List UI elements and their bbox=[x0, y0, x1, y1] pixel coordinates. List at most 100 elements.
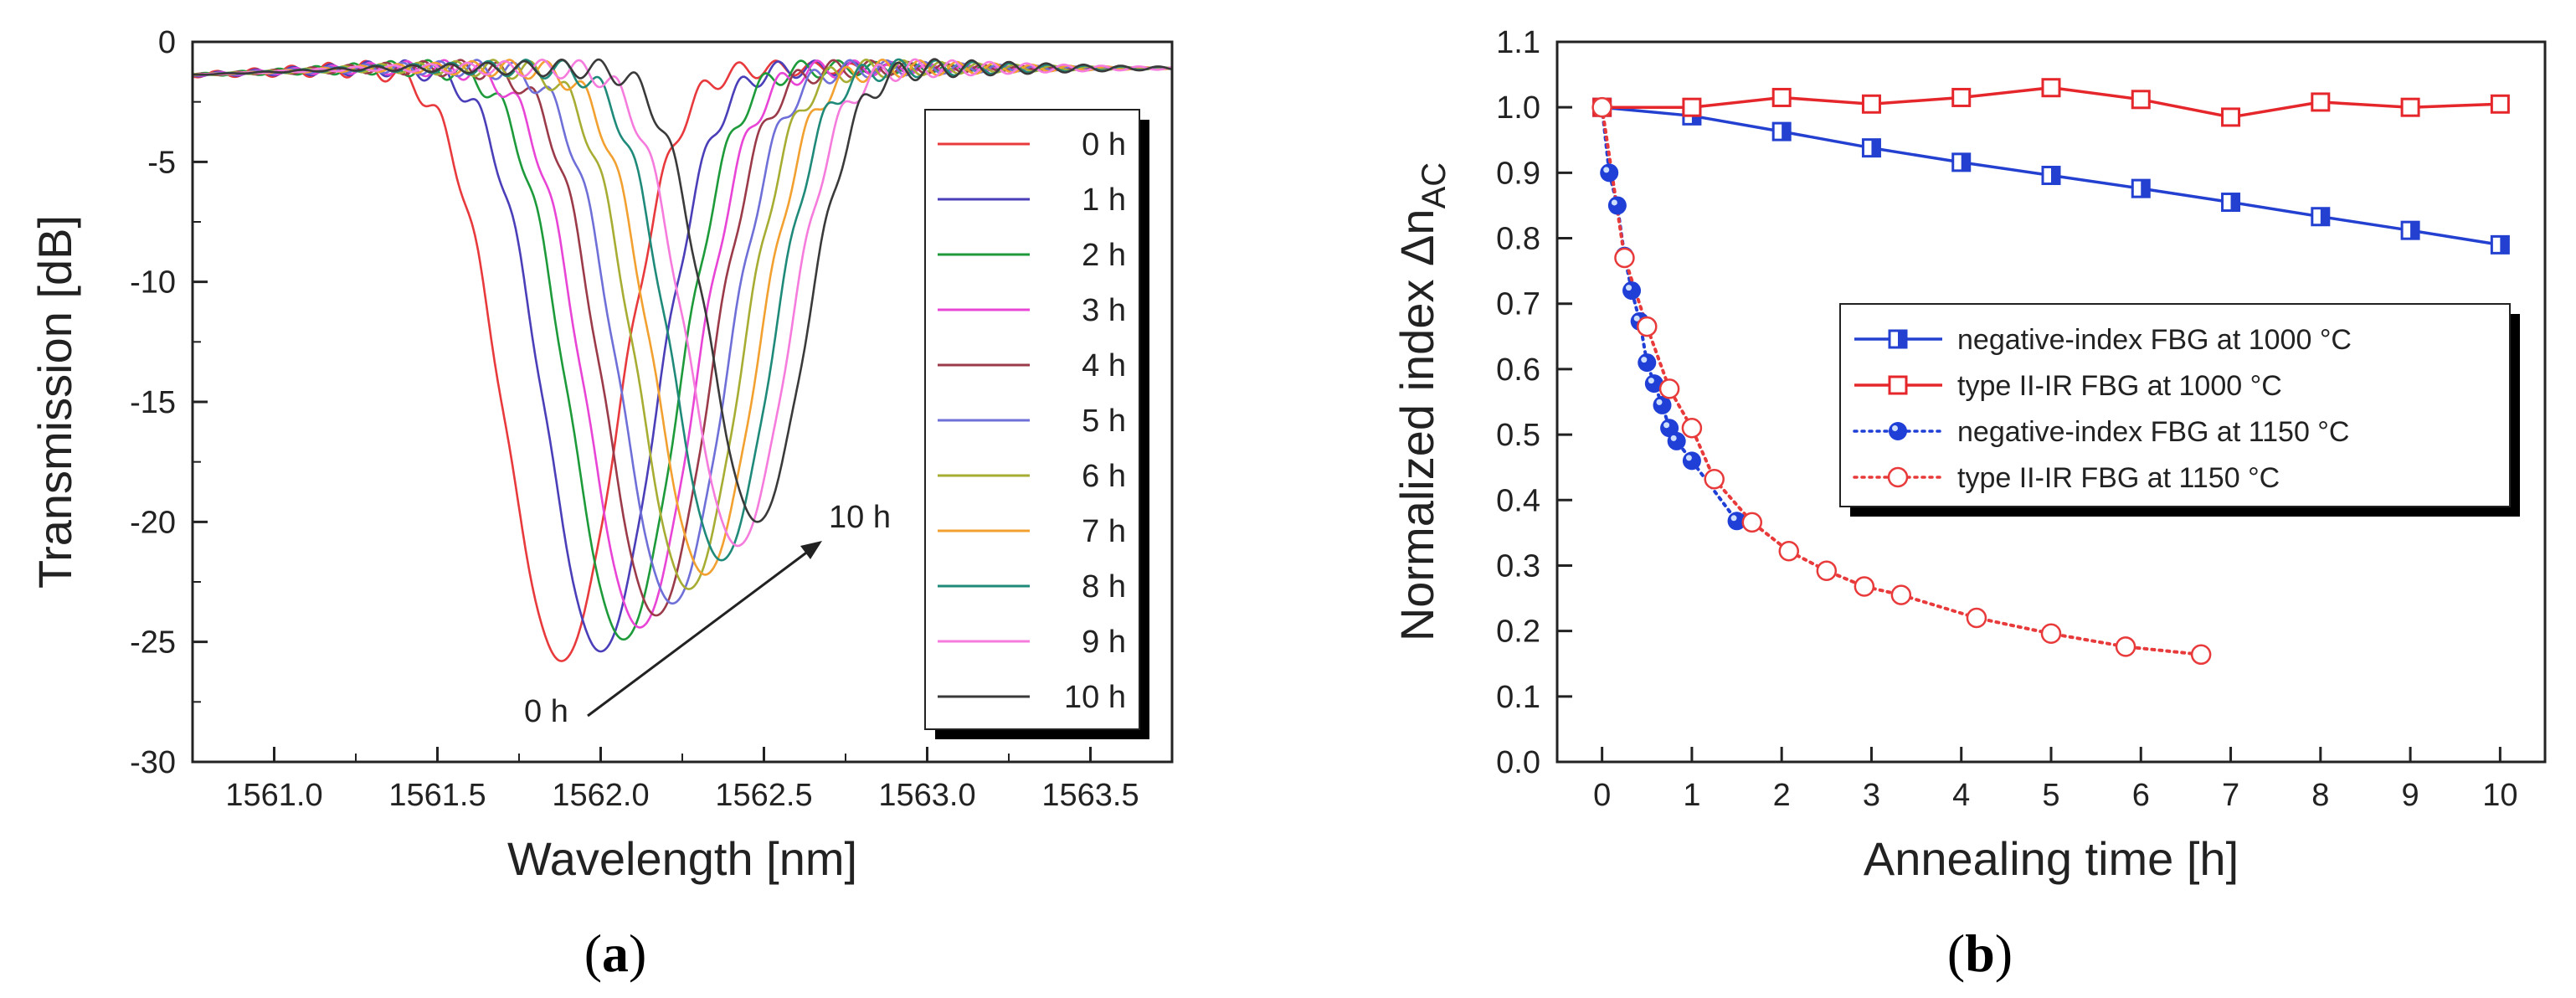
chart-a-shift-arrow-head bbox=[800, 541, 822, 559]
chart-b-y-tick-label: 0.6 bbox=[1496, 352, 1540, 388]
chart-b-point bbox=[1854, 576, 1875, 597]
chart-b-legend-label: negative-index FBG at 1000 °C bbox=[1957, 324, 2352, 356]
chart-a-x-tick-label: 1562.5 bbox=[715, 778, 812, 813]
chart-b-series-line-2 bbox=[1600, 105, 1739, 523]
chart-a-curves bbox=[193, 58, 1172, 662]
chart-a-y-tick-label: -20 bbox=[130, 505, 176, 540]
chart-b-point-highlight bbox=[1730, 515, 1737, 522]
chart-a-y-axis-title: Transmission [dB] bbox=[28, 215, 81, 589]
chart-b-point bbox=[1600, 163, 1619, 183]
chart-b-curves bbox=[1591, 78, 2510, 666]
chart-a-legend: 0 h 1 h 2 h 3 h 4 h 5 h 6 h 7 h 8 h 9 h 10 h bbox=[924, 109, 1149, 739]
chart-b-point bbox=[1816, 560, 1838, 581]
chart-b-point-highlight bbox=[1648, 378, 1654, 384]
chart-b-x-tick-label: 4 bbox=[1952, 778, 1970, 813]
chart-b-point bbox=[2221, 107, 2241, 127]
chart-a-series-5h bbox=[193, 59, 1172, 605]
chart-b-point bbox=[2311, 92, 2331, 112]
chart-b-point bbox=[1889, 422, 1907, 440]
chart-a-legend-label: 1 h bbox=[1082, 183, 1126, 218]
chart-a-series-10h bbox=[193, 58, 1172, 523]
chart-b-x-tick-label: 0 bbox=[1593, 778, 1611, 813]
chart-b-x-tick-label: 2 bbox=[1773, 778, 1791, 813]
chart-a-annotation-0h: 0 h bbox=[524, 694, 568, 729]
chart-b-point-fill bbox=[2410, 222, 2419, 239]
chart-b-point bbox=[1681, 418, 1703, 439]
chart-b-point bbox=[1890, 584, 1912, 605]
chart-b-point bbox=[1637, 316, 1658, 337]
chart-b-point bbox=[2400, 97, 2420, 117]
chart-a-legend-label: 9 h bbox=[1082, 625, 1126, 660]
chart-b-x-tick-label: 1 bbox=[1683, 778, 1700, 813]
chart-b-y-tick-label: 0.9 bbox=[1496, 156, 1540, 191]
chart-a-legend-label: 0 h bbox=[1082, 127, 1126, 162]
chart-b-point bbox=[2131, 90, 2151, 110]
chart-a-legend-label: 7 h bbox=[1082, 514, 1126, 549]
chart-a-y-tick-label: -25 bbox=[130, 625, 176, 661]
chart-b-point-highlight bbox=[1626, 285, 1632, 291]
chart-b-x-tick-label: 6 bbox=[2132, 778, 2150, 813]
chart-b-x-tick-label: 9 bbox=[2402, 778, 2419, 813]
chart-b-point bbox=[1966, 607, 1987, 629]
chart-a-ticks: 1561.0 1561.5 1562.0 1562.5 1563.0 1563.5 0 -5 -… bbox=[130, 25, 1173, 813]
chart-b-point bbox=[1741, 512, 1763, 533]
chart-b-x-tick-label: 8 bbox=[2311, 778, 2329, 813]
chart-b-point bbox=[1607, 196, 1627, 215]
chart-b-point bbox=[1778, 541, 1800, 562]
chart-b-point bbox=[2190, 644, 2212, 666]
chart-a-legend-label: 10 h bbox=[1064, 680, 1126, 715]
chart-b-point bbox=[1622, 281, 1642, 301]
chart-b-point-highlight bbox=[1892, 425, 1898, 431]
chart-b-point bbox=[1682, 451, 1701, 471]
chart-b-point-fill bbox=[1871, 139, 1880, 157]
chart-a-shift-arrow-line bbox=[587, 547, 813, 718]
chart-b-point bbox=[1951, 87, 1972, 107]
chart-b-legend-label: negative-index FBG at 1150 °C bbox=[1957, 416, 2349, 448]
chart-b-point bbox=[1887, 466, 1909, 488]
chart-b-point-highlight bbox=[1633, 315, 1640, 322]
chart-a-y-tick-label: -30 bbox=[130, 745, 176, 780]
chart-b-point bbox=[1591, 96, 1612, 118]
chart-b-point-highlight bbox=[1670, 435, 1677, 441]
chart-b-point bbox=[2040, 623, 2062, 645]
chart-b-annealing-decay: 0 1 2 3 4 5 6 7 8 9 10 0.0 0.1 0.2 0.3 0.4 0.5 0.6 0.7 0.8 0… bbox=[1391, 25, 2547, 983]
chart-a-transmission-spectra: 1561.0 1561.5 1562.0 1562.5 1563.0 1563.5 0 -5 -… bbox=[28, 25, 1174, 983]
chart-b-point bbox=[1771, 87, 1792, 107]
chart-b-legend-label: type II-IR FBG at 1000 °C bbox=[1957, 370, 2282, 402]
chart-b-point bbox=[2115, 636, 2136, 657]
chart-b-point-highlight bbox=[1603, 167, 1610, 173]
chart-b-point bbox=[1888, 375, 1908, 395]
chart-a-legend-label: 3 h bbox=[1082, 293, 1126, 328]
chart-b-x-tick-label: 10 bbox=[2482, 778, 2517, 813]
chart-b-point-fill bbox=[1961, 153, 1970, 171]
chart-a-x-tick-label: 1561.5 bbox=[388, 778, 486, 813]
chart-b-y-tick-label: 0.0 bbox=[1496, 745, 1540, 780]
chart-b-point-highlight bbox=[1685, 455, 1692, 461]
chart-b-y-tick-label: 0.2 bbox=[1496, 615, 1540, 650]
chart-b-panel-label: (b) bbox=[1947, 923, 2013, 983]
chart-a-legend-label: 6 h bbox=[1082, 459, 1126, 494]
chart-b-point bbox=[1682, 97, 1702, 117]
chart-b-point-fill bbox=[2051, 167, 2059, 184]
chart-b-y-tick-label: 0.3 bbox=[1496, 548, 1540, 584]
chart-a-legend-label: 2 h bbox=[1082, 238, 1126, 273]
chart-b-y-tick-label: 0.8 bbox=[1496, 222, 1540, 257]
chart-a-series-9h bbox=[193, 58, 1172, 548]
chart-b-point-fill bbox=[1782, 123, 1791, 141]
chart-b-point-fill bbox=[2141, 180, 2150, 198]
chart-a-y-tick-label: 0 bbox=[158, 25, 176, 60]
chart-b-y-tick-label: 1.1 bbox=[1496, 25, 1540, 60]
chart-a-y-tick-label: -15 bbox=[130, 385, 176, 420]
chart-b-point-fill bbox=[1898, 331, 1906, 347]
chart-a-legend-label: 5 h bbox=[1082, 404, 1126, 439]
chart-a-y-tick-label: -5 bbox=[147, 145, 176, 180]
chart-b-point-fill bbox=[2230, 193, 2239, 211]
chart-b-point bbox=[1704, 469, 1725, 490]
chart-b-x-axis-title: Annealing time [h] bbox=[1864, 832, 2239, 885]
chart-a-annotations: 10 h 0 h bbox=[524, 500, 891, 729]
chart-b-y-tick-label: 1.0 bbox=[1496, 90, 1540, 126]
chart-b-y-tick-label: 0.7 bbox=[1496, 287, 1540, 322]
chart-b-point bbox=[1638, 353, 1657, 373]
chart-b-point-fill bbox=[2500, 236, 2509, 254]
chart-b-point bbox=[2490, 94, 2510, 114]
